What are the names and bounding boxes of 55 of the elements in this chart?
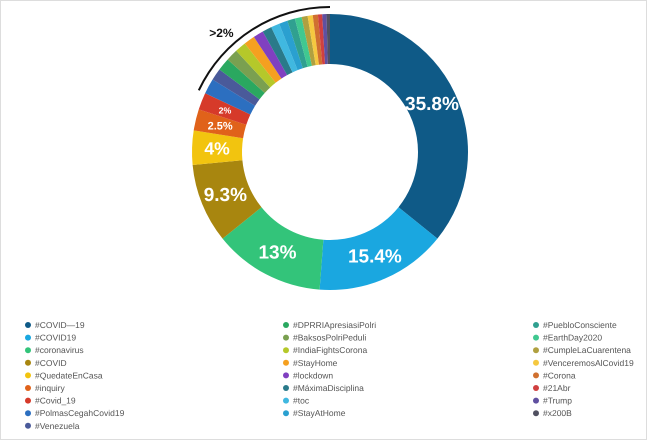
- donut-slice: [228, 50, 270, 93]
- donut-slice: [294, 16, 312, 67]
- legend-label: #StayHome: [293, 358, 338, 368]
- legend-label: #VenceremosAlCovid19: [543, 358, 634, 368]
- data-label: 13%: [258, 242, 297, 264]
- donut-slice: [326, 14, 330, 64]
- donut-slice: [236, 43, 276, 88]
- legend-label: #COVID—19: [35, 320, 85, 330]
- legend-label: #EarthDay2020: [543, 332, 602, 343]
- donut-slice: [222, 207, 324, 290]
- donut-slice: [318, 14, 326, 64]
- legend-label: #COVID: [35, 358, 67, 368]
- donut-slice: [192, 160, 262, 239]
- legend-label: #PolmasCegahCovid19: [35, 408, 125, 418]
- donut-slice: [330, 14, 468, 239]
- donut-slice: [279, 20, 303, 70]
- legend-label: #toc: [293, 396, 310, 406]
- data-label: 2%: [218, 105, 232, 116]
- data-label: 15.4%: [348, 246, 402, 268]
- legend-label: #DPRRIApresiasiPolri: [293, 320, 376, 330]
- donut-slice: [244, 36, 282, 83]
- legend-label: #coronavirus: [35, 345, 84, 356]
- donut-slice: [205, 80, 256, 115]
- legend-label: #MáximaDisciplina: [293, 382, 364, 393]
- donut-slice: [320, 207, 438, 290]
- legend-label: #PuebloConsciente: [543, 320, 617, 330]
- legend-label: #21Abr: [543, 382, 571, 393]
- legend-label: #CumpleLaCuarentena: [543, 345, 632, 356]
- donut-slice: [287, 18, 308, 68]
- legend-label: #inquiry: [35, 382, 66, 393]
- data-label: 2.5%: [208, 120, 233, 132]
- legend-label: #COVID19: [35, 332, 76, 343]
- legend-label: #Corona: [543, 370, 576, 380]
- donut-slice: [219, 59, 265, 100]
- text: >2%: [209, 26, 234, 40]
- legend-label: #BaksosPolriPeduli: [293, 332, 366, 343]
- legend-label: #Covid_19: [35, 396, 76, 406]
- donut-slice: [312, 14, 322, 65]
- donut-slice: [212, 69, 260, 106]
- legend-label: #x200B: [543, 408, 572, 418]
- legend-label: #lockdown: [293, 370, 334, 380]
- donut-slice: [322, 14, 328, 64]
- data-label: 35.8%: [405, 94, 459, 115]
- legend-label: #Trump: [543, 396, 572, 406]
- data-label: 9.3%: [204, 185, 248, 206]
- legend-label: #Venezuela: [35, 420, 80, 431]
- legend-label: #IndiaFightsCorona: [293, 345, 368, 356]
- donut-slice: [254, 31, 288, 79]
- donut-slice: [271, 24, 298, 72]
- legend-label: #StayAtHome: [293, 408, 346, 418]
- donut-slice: [302, 16, 316, 66]
- donut-slice: [308, 15, 319, 66]
- legend-label: #QuedateEnCasa: [35, 370, 103, 380]
- donut-slice: [262, 27, 293, 76]
- data-label: 4%: [204, 138, 230, 159]
